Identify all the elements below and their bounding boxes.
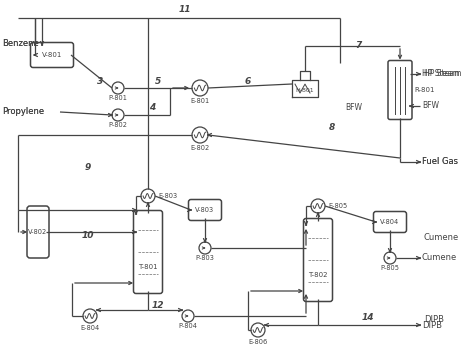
Text: R-801: R-801 [414, 87, 435, 93]
Text: Cumene: Cumene [422, 254, 457, 263]
Text: Cumene: Cumene [424, 234, 459, 243]
Text: V-802: V-802 [28, 229, 47, 235]
Text: 11: 11 [179, 6, 191, 14]
Text: E-802: E-802 [191, 145, 210, 151]
Text: 3: 3 [97, 78, 103, 87]
Text: H-801: H-801 [296, 88, 314, 92]
Text: 5: 5 [155, 78, 161, 87]
Text: Benzene: Benzene [2, 39, 39, 49]
Text: 12: 12 [152, 302, 164, 310]
Text: Propylene: Propylene [2, 108, 44, 117]
Text: Propylene: Propylene [2, 108, 44, 117]
Text: Benzene: Benzene [2, 39, 39, 49]
Text: V-804: V-804 [380, 219, 400, 225]
Text: T-801: T-801 [138, 264, 158, 270]
Text: BFW: BFW [345, 104, 362, 112]
Text: 8: 8 [329, 124, 335, 132]
Text: Fuel Gas: Fuel Gas [422, 158, 458, 167]
Text: 6: 6 [245, 78, 251, 87]
Text: 4: 4 [149, 104, 155, 112]
Text: E-805: E-805 [328, 203, 347, 209]
Text: P-802: P-802 [109, 122, 128, 128]
Text: V-803: V-803 [195, 207, 215, 213]
Text: T-802: T-802 [308, 272, 328, 278]
Text: P-801: P-801 [109, 95, 128, 101]
Text: HP Steam: HP Steam [424, 69, 461, 79]
Text: P-803: P-803 [196, 255, 214, 261]
Text: 10: 10 [82, 231, 94, 240]
Text: E-801: E-801 [191, 98, 210, 104]
Text: P-805: P-805 [381, 265, 400, 271]
Text: 14: 14 [362, 314, 374, 323]
Text: E-804: E-804 [81, 325, 100, 331]
Text: V-801: V-801 [42, 52, 62, 58]
Text: 7: 7 [355, 41, 361, 50]
Text: HP Steam: HP Steam [422, 69, 459, 79]
Text: BFW: BFW [422, 101, 439, 110]
Text: DIPB: DIPB [424, 315, 444, 325]
Text: P-804: P-804 [179, 323, 198, 329]
Text: DIPB: DIPB [422, 321, 442, 329]
Text: Fuel Gas: Fuel Gas [422, 158, 458, 167]
Text: E-803: E-803 [158, 193, 177, 199]
Text: 9: 9 [85, 164, 91, 172]
Text: E-806: E-806 [248, 339, 268, 345]
